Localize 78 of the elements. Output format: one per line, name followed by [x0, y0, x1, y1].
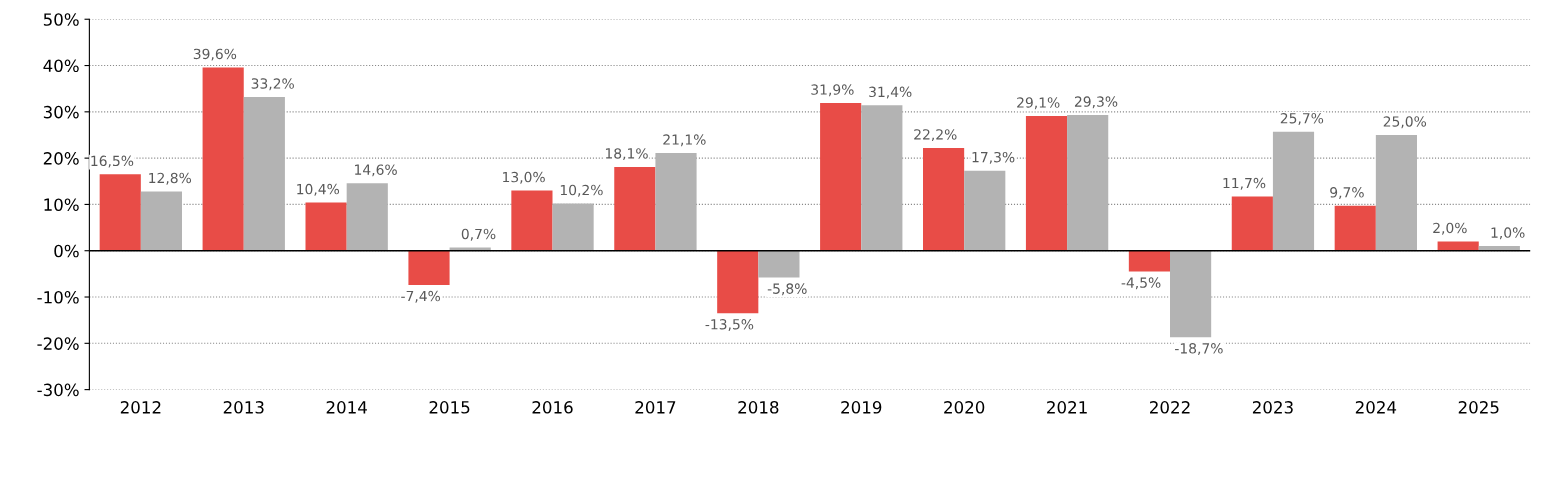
bar — [1170, 250, 1212, 338]
bar — [511, 190, 553, 251]
y-tick-label: 10% — [44, 198, 79, 211]
bar — [861, 105, 903, 251]
bar — [449, 247, 491, 251]
data-label: 10,2% — [560, 184, 603, 197]
data-label: 12,8% — [149, 172, 192, 185]
y-tick-label: -30% — [37, 383, 79, 397]
bar — [1025, 116, 1068, 251]
bar — [1437, 241, 1479, 251]
data-label: -18,7% — [1175, 343, 1223, 356]
y-tick-label: 50% — [43, 13, 79, 26]
data-label: 39,6% — [193, 48, 237, 61]
bar — [1375, 134, 1417, 251]
data-label: 9,7% — [1330, 187, 1364, 199]
data-label: 22,2% — [914, 129, 957, 142]
data-label: -7,4% — [401, 290, 441, 303]
bar — [305, 202, 347, 251]
x-tick-label: 2014 — [326, 401, 367, 414]
x-tick-label: 2020 — [944, 401, 985, 414]
x-tick-label: 2023 — [1252, 401, 1293, 414]
data-label: 31,9% — [811, 84, 854, 97]
data-label: 29,1% — [1017, 97, 1060, 110]
data-label: 25,0% — [1383, 116, 1427, 129]
y-tick-label: -10% — [37, 290, 79, 304]
data-label: 13,0% — [503, 171, 545, 184]
data-label: 1,0% — [1491, 227, 1525, 240]
data-label: 18,1% — [605, 148, 648, 161]
x-tick-label: 2024 — [1355, 401, 1397, 414]
bar — [552, 203, 594, 251]
bar — [614, 166, 656, 251]
y-tick-label: 0% — [54, 244, 79, 258]
x-tick-label: 2017 — [635, 401, 676, 414]
x-tick-label: 2019 — [841, 401, 882, 414]
data-label: 10,4% — [297, 183, 340, 196]
bar — [346, 183, 388, 251]
bar — [1231, 196, 1273, 251]
bar — [1334, 205, 1376, 251]
bar — [1128, 250, 1170, 272]
x-tick-label: 2013 — [223, 401, 264, 414]
bar — [140, 191, 182, 251]
data-label: 16,5% — [91, 155, 134, 168]
x-tick-label: 2016 — [532, 401, 573, 414]
data-label: 21,1% — [663, 134, 706, 147]
x-tick-label: 2025 — [1458, 401, 1499, 414]
x-tick-label: 2015 — [429, 401, 470, 414]
bar — [1272, 131, 1315, 251]
bar — [655, 153, 697, 251]
bar — [964, 170, 1006, 251]
y-tick-label: 40% — [43, 59, 79, 73]
data-label: 2,0% — [1433, 222, 1467, 235]
data-label: 17,3% — [972, 151, 1015, 164]
x-tick-label: 2022 — [1150, 401, 1190, 414]
bar — [717, 250, 759, 314]
bar — [820, 103, 862, 251]
x-tick-label: 2018 — [738, 401, 779, 414]
bar — [99, 174, 141, 251]
data-label: 14,6% — [355, 164, 397, 177]
bar — [923, 147, 965, 251]
bar — [1067, 115, 1109, 251]
data-label: 29,3% — [1074, 96, 1118, 109]
y-tick-label: -20% — [37, 337, 79, 350]
y-tick-label: 20% — [43, 152, 79, 165]
bar — [408, 250, 450, 285]
x-tick-label: 2021 — [1047, 401, 1087, 414]
data-label: 11,7% — [1223, 177, 1266, 190]
data-label: 25,7% — [1280, 112, 1324, 125]
data-label: -13,5% — [705, 319, 754, 331]
y-tick-label: 30% — [43, 105, 79, 119]
bar — [758, 250, 800, 278]
data-label: -5,8% — [767, 283, 807, 296]
data-label: 0,7% — [461, 228, 496, 241]
bar — [202, 67, 244, 251]
data-label: 31,4% — [869, 86, 912, 99]
data-label: 33,2% — [251, 78, 294, 91]
bar — [243, 97, 285, 251]
data-label: -4,5% — [1121, 277, 1161, 290]
x-tick-label: 2012 — [120, 401, 161, 414]
